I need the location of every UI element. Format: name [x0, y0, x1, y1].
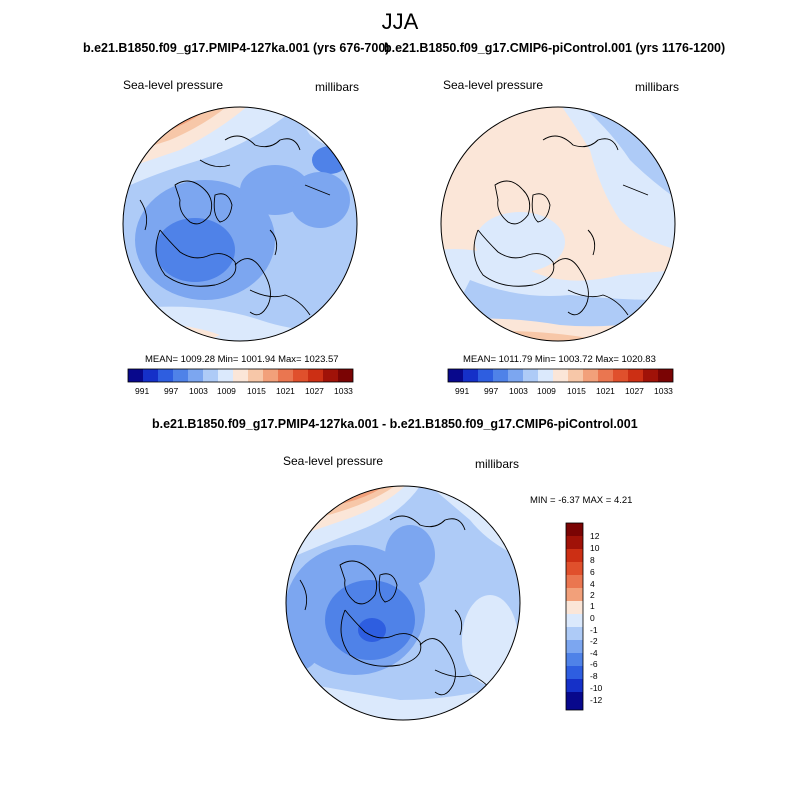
panel2-tick: 1015	[567, 386, 586, 396]
panel1-variable-label: Sea-level pressure	[123, 78, 224, 92]
panel1-tick: 1009	[217, 386, 236, 396]
panel3-tick: -6	[590, 659, 598, 669]
panel3-tick: -12	[590, 695, 603, 705]
panel3-colorbar	[565, 522, 584, 711]
panel1-tick: 1021	[276, 386, 295, 396]
panel2-units-label: millibars	[635, 80, 680, 94]
panel3-tick: 8	[590, 555, 595, 565]
panel1-stats: MEAN= 1009.28 Min= 1001.94 Max= 1023.57	[145, 354, 339, 365]
panel3-title: b.e21.B1850.f09_g17.PMIP4-127ka.001 - b.…	[152, 417, 638, 431]
panel2-tick: 1021	[596, 386, 615, 396]
panel2-map	[441, 107, 675, 341]
panel3-tick: -10	[590, 683, 603, 693]
panel3-tick: 12	[590, 531, 600, 541]
figure-title: JJA	[381, 9, 419, 34]
panel1-tick: 1027	[305, 386, 324, 396]
panel1-tick: 1033	[334, 386, 353, 396]
panel2-title: b.e21.B1850.f09_g17.CMIP6-piControl.001 …	[384, 41, 726, 55]
panel2-variable-label: Sea-level pressure	[443, 78, 544, 92]
panel2-tick: 991	[455, 386, 470, 396]
panel3-tick: 10	[590, 543, 600, 553]
panel2-tick: 1027	[625, 386, 644, 396]
panel3-tick: 0	[590, 613, 595, 623]
panel1-tick: 997	[164, 386, 179, 396]
panel1-units-label: millibars	[315, 80, 360, 94]
panel3-tick: -8	[590, 671, 598, 681]
panel1-tick: 991	[135, 386, 150, 396]
panel2-tick: 1009	[537, 386, 556, 396]
panel3-tick: -4	[590, 648, 598, 658]
panel3-tick: 1	[590, 601, 595, 611]
panel3-tick: -1	[590, 625, 598, 635]
panel1-tick: 1015	[247, 386, 266, 396]
panel2-stats: MEAN= 1011.79 Min= 1003.72 Max= 1020.83	[463, 354, 656, 365]
panel3-variable-label: Sea-level pressure	[283, 454, 384, 468]
panel1-colorbar	[127, 368, 354, 383]
panel2-tick: 997	[484, 386, 499, 396]
panel3-tick: -2	[590, 636, 598, 646]
panel2-tick: 1033	[654, 386, 673, 396]
panel3-tick: 4	[590, 579, 595, 589]
panel1-tick: 1003	[189, 386, 208, 396]
panel2-colorbar	[447, 368, 674, 383]
panel3-stats: MIN = -6.37 MAX = 4.21	[530, 495, 633, 506]
panel3-tick: 2	[590, 590, 595, 600]
panel3-map	[286, 486, 520, 720]
panel3-units-label: millibars	[475, 457, 520, 471]
panel3-tick: 6	[590, 567, 595, 577]
panel1-title: b.e21.B1850.f09_g17.PMIP4-127ka.001 (yrs…	[83, 41, 390, 55]
panel2-tick: 1003	[509, 386, 528, 396]
